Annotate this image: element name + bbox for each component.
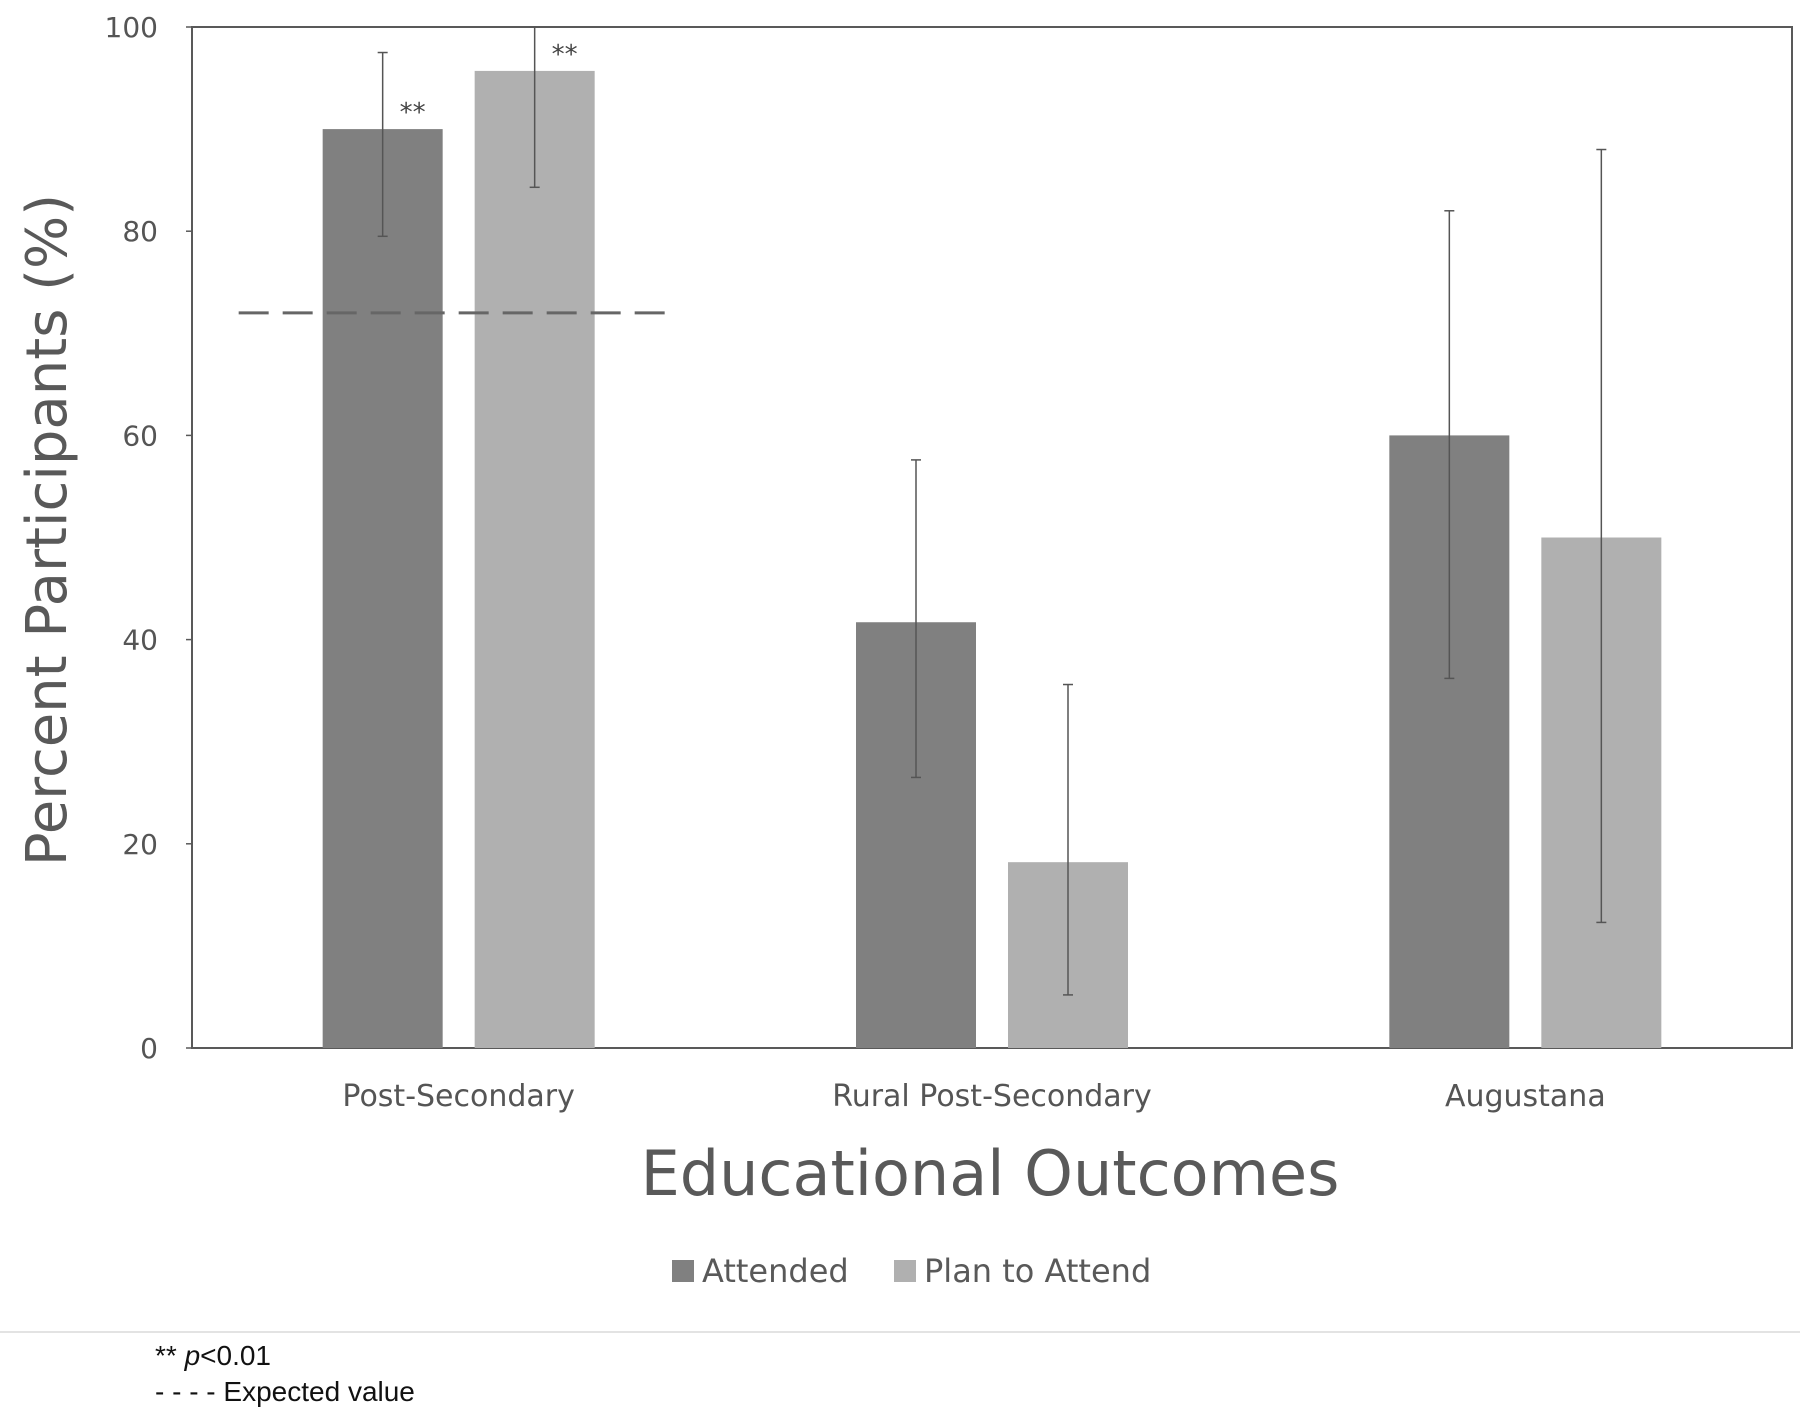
significance-note-value: <0.01 (200, 1340, 272, 1371)
legend-label: Attended (702, 1252, 849, 1290)
bar (474, 70, 595, 1048)
significance-note-p: p (184, 1340, 201, 1371)
y-axis-title: Percent Participants (%) (15, 194, 80, 866)
x-tick-label: Rural Post-Secondary (832, 1079, 1152, 1114)
y-tick-label: 60 (122, 419, 158, 452)
legend-swatch (894, 1260, 916, 1282)
bar (322, 129, 443, 1049)
y-tick-label: 100 (105, 11, 158, 44)
x-axis-title: Educational Outcomes (641, 1137, 1340, 1210)
significance-note-prefix: ** (155, 1340, 185, 1371)
significance-marker: ** (552, 40, 578, 70)
y-tick-label: 0 (140, 1032, 158, 1065)
plot-frame (191, 26, 1793, 1049)
x-axis: Post-Secondary Rural Post-Secondary August… (342, 1079, 1605, 1114)
y-tick-label: 40 (122, 624, 158, 657)
y-axis: 0 20 40 60 80 100 (105, 11, 192, 1065)
significance-markers: ** ** (400, 40, 578, 128)
significance-marker: ** (400, 98, 426, 128)
legend-label: Plan to Attend (924, 1252, 1151, 1290)
plot-area (191, 26, 1793, 1049)
bars (322, 70, 1662, 1049)
chart-notes: ** p<0.01 - - - - Expected value (155, 1338, 415, 1410)
y-tick-label: 80 (122, 215, 158, 248)
y-tick-label: 20 (122, 828, 158, 861)
error-bars (377, 26, 1607, 996)
x-tick-label: Post-Secondary (342, 1079, 574, 1114)
notes-divider (0, 1331, 1800, 1333)
legend-swatch (672, 1260, 694, 1282)
x-tick-label: Augustana (1445, 1079, 1606, 1114)
expected-value-note: - - - - Expected value (155, 1376, 415, 1407)
chart: 0 20 40 60 80 100 ** ** Post-Secondary Rural Po… (15, 11, 1793, 1290)
legend: Attended Plan to Attend (672, 1252, 1151, 1290)
significance-note: ** p<0.01 (155, 1338, 415, 1374)
